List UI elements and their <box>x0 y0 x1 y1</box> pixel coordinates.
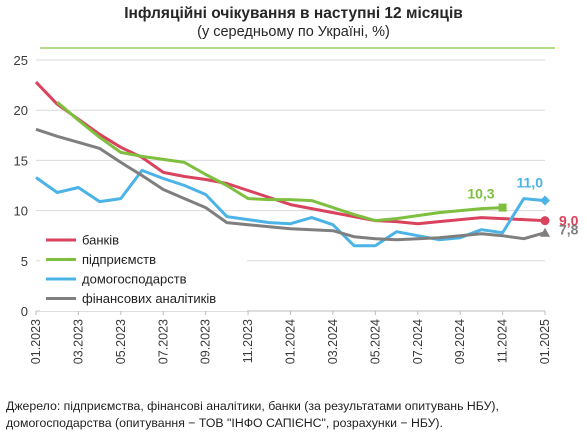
chart-subtitle: (у середньому по Україні, %) <box>197 24 390 40</box>
y-tick-label: 15 <box>14 153 28 168</box>
x-tick-label: 11.2023 <box>241 319 255 363</box>
y-tick-label: 25 <box>14 53 28 68</box>
legend-label: банків <box>82 233 119 248</box>
x-tick-label: 11.2024 <box>496 319 510 363</box>
legend-label: фінансових аналітиків <box>82 291 216 306</box>
series-end-marker <box>540 195 550 206</box>
data-label: 10,3 <box>467 186 494 202</box>
series-end-marker <box>498 203 507 212</box>
series-line <box>35 127 546 242</box>
series-домогосподарств: 11,0 <box>35 168 550 248</box>
x-tick-label: 03.2024 <box>326 319 340 364</box>
data-label: 9,0 <box>559 213 579 229</box>
source-note: Джерело: підприємства, фінансові аналіти… <box>6 399 499 430</box>
legend-label: домогосподарств <box>82 272 187 287</box>
chart-title: Інфляційні очікування в наступні 12 міся… <box>124 5 463 22</box>
x-tick-label: 05.2023 <box>114 319 128 364</box>
series-lines: 9,0 10,3 11,0 7,8 <box>34 81 579 248</box>
x-tick-label: 01.2025 <box>538 319 552 364</box>
x-tick-label: 01.2024 <box>284 319 298 364</box>
series-line <box>35 168 546 248</box>
y-tick-label: 0 <box>21 304 28 319</box>
x-tick-label: 03.2023 <box>71 319 85 364</box>
x-tick-label: 01.2023 <box>29 319 43 364</box>
series-line <box>56 101 503 223</box>
series-line <box>34 81 546 226</box>
y-axis-ticks: 0 5 10 15 20 25 <box>14 53 28 319</box>
y-tick-label: 20 <box>14 103 28 118</box>
legend-label: підприємств <box>82 252 156 267</box>
data-label: 11,0 <box>517 175 544 191</box>
x-tick-label: 09.2024 <box>453 319 467 364</box>
series-end-marker <box>540 216 550 226</box>
legend: банків підприємств домогосподарств фінансов… <box>40 229 247 311</box>
series-банків: 9,0 <box>34 81 579 229</box>
x-tick-label: 07.2023 <box>156 319 170 364</box>
series-end-marker <box>540 227 550 237</box>
x-axis-ticks: 01.2023 03.2023 05.2023 07.2023 09.2023 11.20… <box>29 311 552 364</box>
data-label: 7,8 <box>559 222 579 238</box>
x-tick-label: 05.2024 <box>368 319 382 364</box>
series-фінансових аналітиків: 7,8 <box>35 127 579 242</box>
x-tick-label: 07.2024 <box>411 319 425 364</box>
y-tick-label: 5 <box>21 254 28 269</box>
x-tick-label: 09.2023 <box>199 319 213 364</box>
y-tick-label: 10 <box>14 204 28 219</box>
series-підприємств: 10,3 <box>56 101 507 223</box>
